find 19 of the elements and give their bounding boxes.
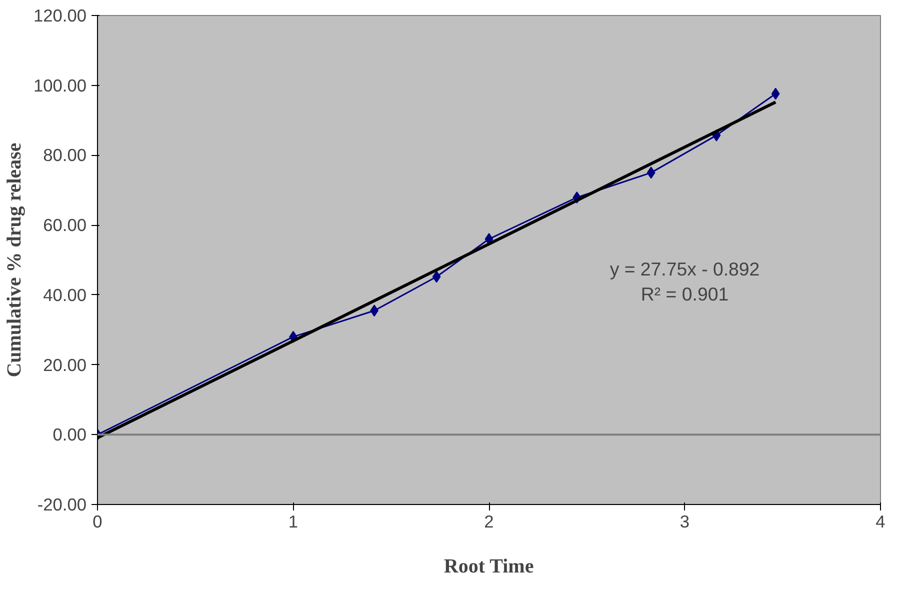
x-tick-label: 0 <box>92 512 102 532</box>
y-tick-label: 20.00 <box>43 354 87 375</box>
y-axis-title: Cumulative % drug release <box>4 142 26 378</box>
y-tick-label: 40.00 <box>43 284 87 305</box>
annotation: y = 27.75x - 0.892 R² = 0.901 <box>610 258 760 305</box>
x-tick-label: 4 <box>876 512 886 532</box>
y-tick-label: 120.00 <box>34 6 86 26</box>
point <box>432 270 441 283</box>
y-tick-label: 80.00 <box>43 145 87 166</box>
x-tick-label: 2 <box>484 512 494 532</box>
y-tick-label: 0.00 <box>52 424 87 445</box>
x-tick-label: 1 <box>288 512 298 532</box>
y-tick-label: 60.00 <box>43 215 87 236</box>
y-tick-label: -20.00 <box>37 494 87 514</box>
point <box>771 88 780 100</box>
y-tick-label: 100.00 <box>34 75 86 96</box>
x-tick-label: 3 <box>680 512 690 532</box>
x-axis-title: Root Time <box>444 556 534 578</box>
point <box>646 166 656 179</box>
